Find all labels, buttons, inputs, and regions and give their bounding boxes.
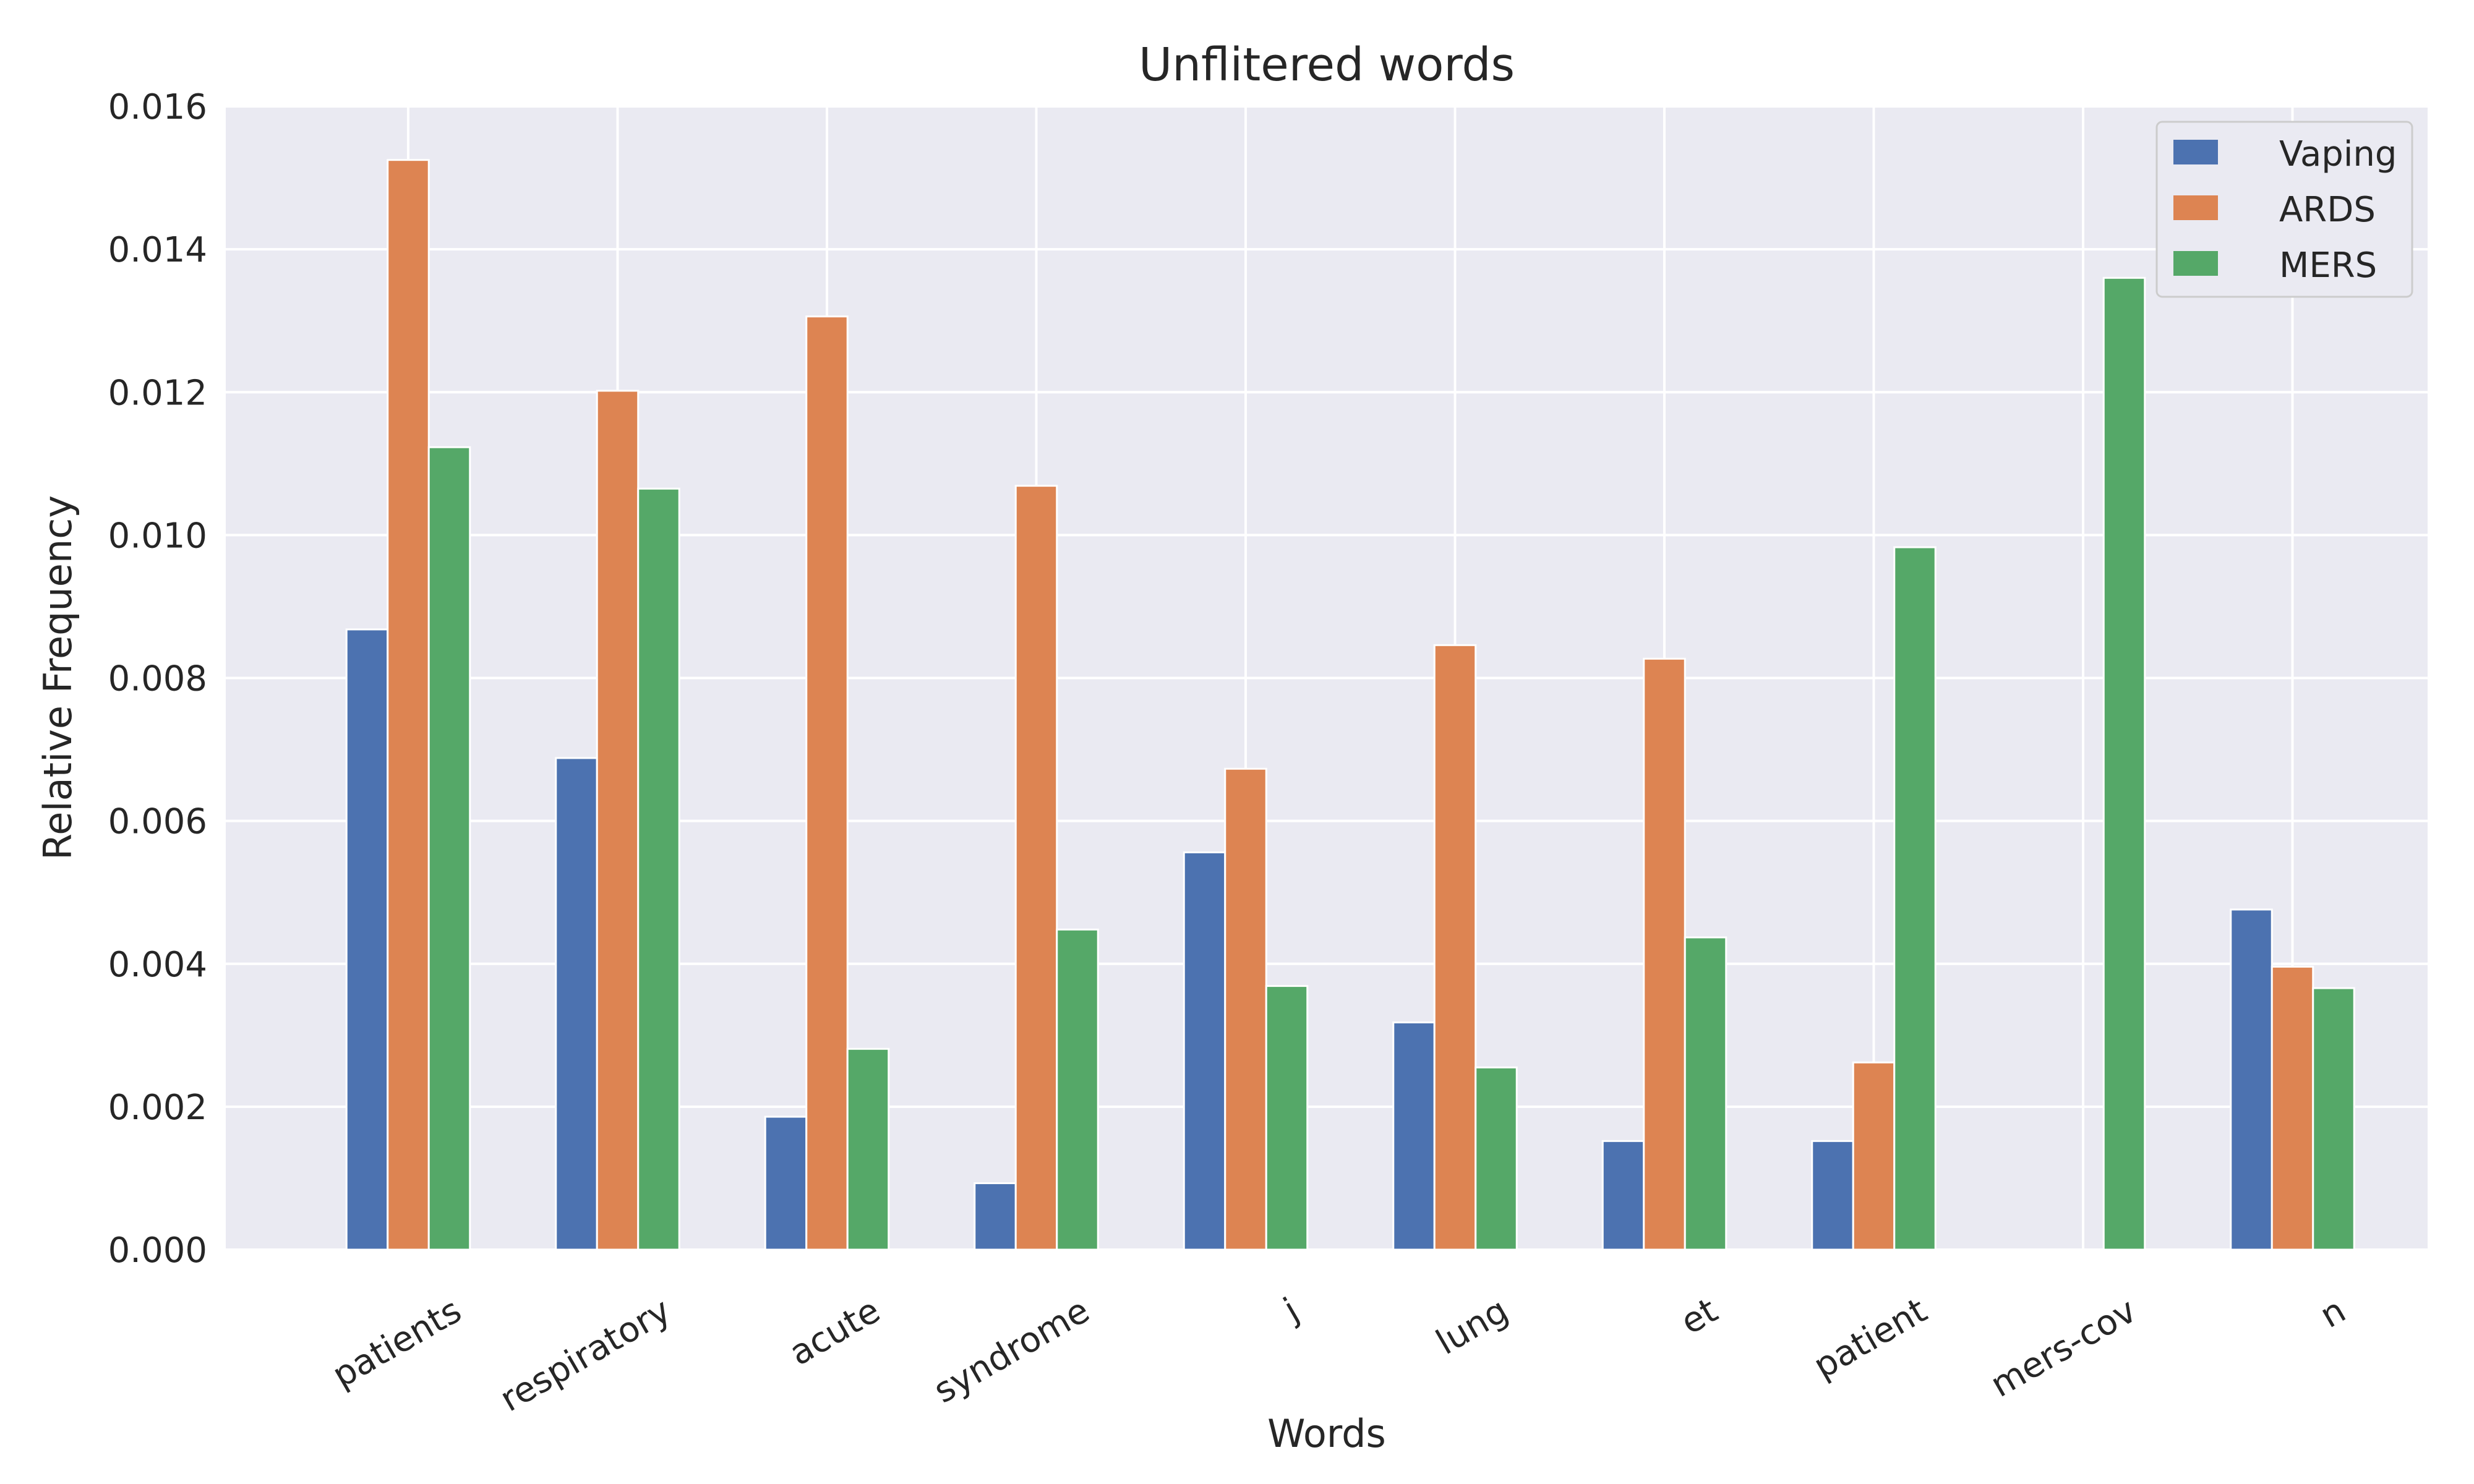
- y-tick-label: 0.000: [108, 1230, 207, 1271]
- bar-ards-respiratory: [596, 390, 640, 1251]
- bar-vaping-et: [1601, 1140, 1645, 1251]
- x-tick-label: patients: [326, 1290, 468, 1396]
- bar-ards-lung: [1433, 644, 1477, 1251]
- bar-mers-n: [2312, 987, 2355, 1251]
- y-tick-label: 0.014: [108, 230, 207, 270]
- bar-vaping-j: [1183, 851, 1226, 1251]
- bar-vaping-patients: [345, 628, 389, 1251]
- legend-label-ards: ARDS: [2279, 190, 2376, 230]
- y-axis-label: Relative Frequency: [35, 495, 80, 860]
- legend-frame: [2155, 121, 2413, 298]
- legend-label-mers: MERS: [2279, 245, 2377, 286]
- y-tick-label: 0.012: [108, 373, 207, 413]
- bar-vaping-syndrome: [974, 1182, 1017, 1251]
- y-axis-ticks: 0.000 0.002 0.004 0.006 0.008 0.010 0.012 0.014…: [108, 87, 207, 1271]
- bar-ards-syndrome: [1014, 485, 1058, 1251]
- y-tick-label: 0.006: [108, 802, 207, 842]
- x-axis-ticks: patients respiratory acute syndrome j lung et p…: [326, 1290, 2353, 1420]
- x-axis-label: Words: [1267, 1411, 1386, 1456]
- x-tick-label: acute: [783, 1290, 887, 1374]
- x-tick-label: j: [1276, 1290, 1306, 1331]
- y-tick-label: 0.008: [108, 659, 207, 699]
- bar-mers-syndrome: [1056, 928, 1099, 1251]
- chart-title: Unflitered words: [1139, 38, 1515, 92]
- bar-vaping-patient: [1811, 1140, 1854, 1251]
- bar-mers-patients: [427, 446, 471, 1251]
- bar-mers-lung: [1475, 1066, 1518, 1251]
- bar-vaping-respiratory: [555, 757, 598, 1251]
- bars: [345, 159, 2355, 1251]
- bar-mers-mers-cov: [2102, 276, 2146, 1251]
- x-tick-label: respiratory: [494, 1290, 678, 1420]
- x-tick-label: syndrome: [927, 1290, 1097, 1412]
- bar-ards-patients: [387, 159, 430, 1251]
- y-tick-label: 0.002: [108, 1088, 207, 1128]
- x-tick-label: mers-cov: [1984, 1290, 2143, 1405]
- bar-mers-acute: [846, 1047, 890, 1251]
- legend-swatch-ards: [2173, 195, 2218, 220]
- bar-vaping-lung: [1392, 1021, 1436, 1251]
- legend: Vaping ARDS MERS: [2155, 121, 2413, 298]
- bar-ards-j: [1224, 767, 1267, 1251]
- bar-vaping-n: [2230, 908, 2273, 1251]
- y-tick-label: 0.016: [108, 87, 207, 127]
- bar-mers-patient: [1893, 546, 1937, 1251]
- x-tick-label: n: [2313, 1290, 2352, 1336]
- x-tick-label: et: [1674, 1290, 1724, 1343]
- bar-ards-patient: [1852, 1061, 1896, 1251]
- bar-mers-et: [1684, 936, 1727, 1251]
- legend-swatch-vaping: [2173, 140, 2218, 164]
- legend-swatch-mers: [2173, 251, 2218, 276]
- y-tick-label: 0.010: [108, 516, 207, 556]
- bar-vaping-acute: [764, 1115, 808, 1251]
- bar-mers-respiratory: [637, 487, 680, 1251]
- x-tick-label: lung: [1429, 1290, 1515, 1363]
- bar-ards-n: [2271, 965, 2314, 1251]
- bar-ards-acute: [805, 315, 849, 1251]
- x-tick-label: patient: [1807, 1290, 1933, 1387]
- bar-ards-et: [1643, 657, 1686, 1251]
- bar-mers-j: [1265, 985, 1309, 1251]
- legend-label-vaping: Vaping: [2279, 134, 2397, 174]
- y-tick-label: 0.004: [108, 945, 207, 985]
